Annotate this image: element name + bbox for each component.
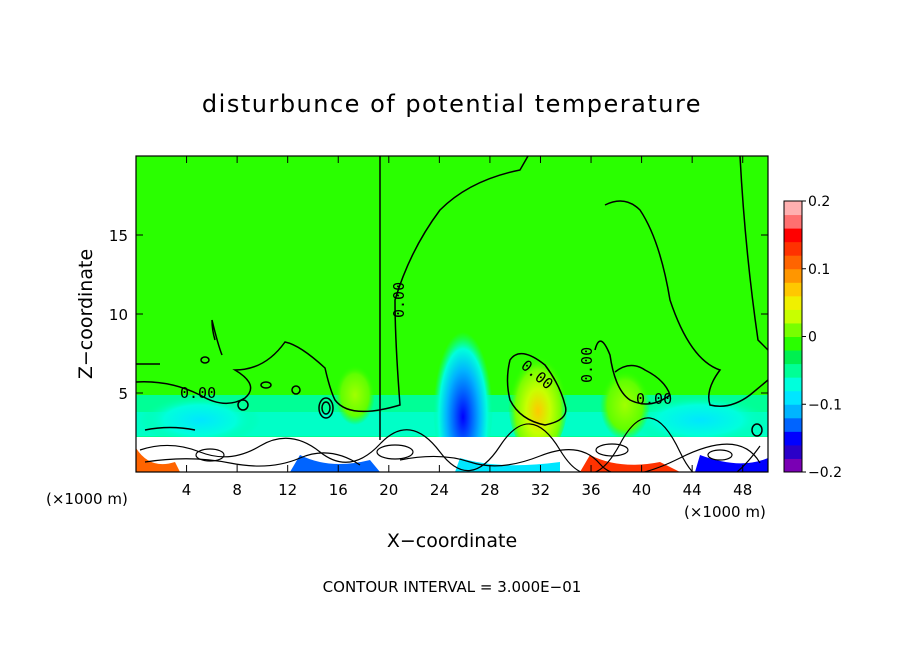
colorbar-tick-label: 0.2 — [808, 194, 830, 210]
colorbar-swatch — [784, 241, 802, 256]
colorbar-swatch — [784, 214, 802, 229]
colorbar-swatch — [784, 390, 802, 405]
warm-anomaly-lime — [600, 370, 650, 440]
x-tick-label: 24 — [430, 481, 449, 499]
contour-label: 0.00 — [390, 282, 408, 318]
colorbar-swatch — [784, 282, 802, 297]
plot-area: 0.00 0.00 0.00 0.00 0.00 — [136, 156, 768, 472]
x-tick-label: 8 — [232, 481, 242, 499]
colorbar-swatch — [784, 458, 802, 473]
colorbar-tick-label: 0.1 — [808, 262, 830, 278]
x-tick-label: 4 — [182, 481, 192, 499]
x-tick-label: 36 — [581, 481, 600, 499]
colorbar-swatch — [784, 228, 802, 243]
contour-label: 0.00 — [180, 384, 216, 402]
colorbar-swatch — [784, 377, 802, 392]
x-tick-label: 32 — [531, 481, 550, 499]
colorbar-swatch — [784, 444, 802, 459]
y-tick-label: 10 — [109, 306, 128, 324]
surface-blue-2 — [695, 455, 768, 472]
colorbar-swatch — [784, 417, 802, 432]
colorbar-swatch — [784, 295, 802, 310]
colorbar-tick-label: −0.1 — [808, 397, 842, 413]
contour-label: 0.00 — [578, 347, 596, 383]
cool-anomaly-blue — [433, 315, 493, 472]
y-axis: 5 10 15 — [109, 227, 768, 403]
colorbar-swatch — [784, 309, 802, 324]
colorbar-swatch — [784, 350, 802, 365]
colorbar-swatch — [784, 322, 802, 337]
contour-label: 0.00 — [636, 390, 672, 408]
x-tick-label: 20 — [379, 481, 398, 499]
x-tick-label: 28 — [480, 481, 499, 499]
colorbar-swatch — [784, 431, 802, 446]
cool-anomaly-cyan-left — [140, 395, 260, 445]
x-unit-left: (×1000 m) — [46, 490, 128, 508]
surface-layer — [136, 437, 768, 472]
x-tick-label: 12 — [278, 481, 297, 499]
colorbar-swatch — [784, 268, 802, 283]
x-tick-label: 16 — [329, 481, 348, 499]
x-tick-label: 40 — [632, 481, 651, 499]
colorbar-tick-label: 0 — [808, 330, 817, 346]
zero-contours — [136, 156, 768, 440]
x-axis-label: X−coordinate — [387, 530, 517, 552]
y-tick-label: 15 — [109, 227, 128, 245]
warm-anomaly-lime-2 — [335, 365, 375, 425]
y-axis-label: Z−coordinate — [75, 249, 97, 379]
cool-anomaly-cyan-right — [630, 395, 768, 445]
x-axis: 4 8 12 16 20 24 28 32 36 40 44 48 — [182, 156, 752, 499]
x-tick-label: 44 — [683, 481, 702, 499]
surface-cyan — [455, 458, 560, 472]
colorbar-swatch — [784, 363, 802, 378]
colorbar-swatch — [784, 255, 802, 270]
colorbar-swatch — [784, 404, 802, 419]
surface-blue-1 — [290, 455, 380, 472]
x-tick-label: 48 — [733, 481, 752, 499]
surface-red — [580, 455, 680, 472]
colorbar: 0.2 0.1 0 −0.1 −0.2 — [783, 194, 842, 481]
contour-interval: CONTOUR INTERVAL = 3.000E−01 — [323, 578, 582, 596]
warm-anomaly-yellow — [508, 345, 568, 455]
surface-colors — [136, 448, 180, 472]
x-unit-right: (×1000 m) — [684, 503, 766, 521]
surface-contours — [139, 417, 761, 472]
colorbar-swatch — [784, 201, 802, 216]
colorbar-tick-label: −0.2 — [808, 465, 842, 481]
y-tick-label: 5 — [118, 385, 128, 403]
colorbar-swatch — [784, 336, 802, 351]
chart-title: disturbunce of potential temperature — [202, 90, 702, 118]
